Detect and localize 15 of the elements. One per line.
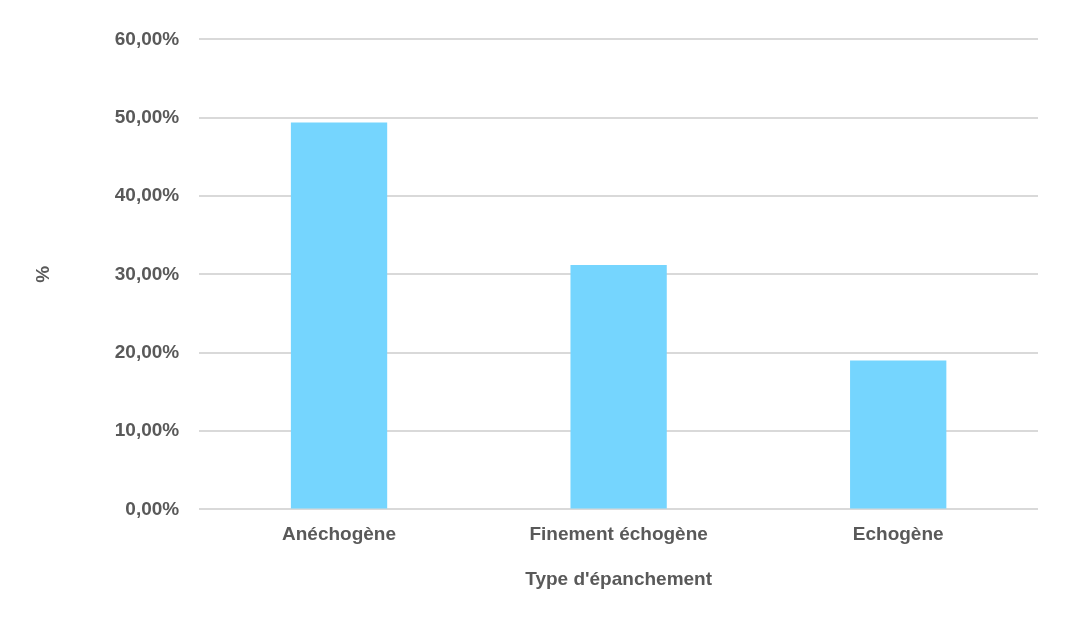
y-tick-label: 0,00% bbox=[125, 497, 180, 519]
bar bbox=[570, 265, 667, 509]
y-tick-label: 20,00% bbox=[114, 340, 180, 362]
bar bbox=[290, 122, 388, 509]
x-tick-label: Echogène bbox=[852, 523, 944, 545]
x-tick-label: Anéchogène bbox=[282, 523, 397, 545]
bar bbox=[850, 360, 947, 509]
y-tick-label: 50,00% bbox=[114, 105, 180, 127]
y-tick-label: 30,00% bbox=[114, 262, 180, 284]
y-tick-label: 40,00% bbox=[114, 184, 180, 206]
x-tick-label: Finement échogène bbox=[529, 523, 708, 545]
x-axis-title: Type d'épanchement bbox=[525, 567, 713, 589]
y-axis-title: % bbox=[31, 265, 53, 283]
y-tick-label: 60,00% bbox=[114, 27, 180, 49]
y-tick-label: 10,00% bbox=[114, 419, 180, 441]
